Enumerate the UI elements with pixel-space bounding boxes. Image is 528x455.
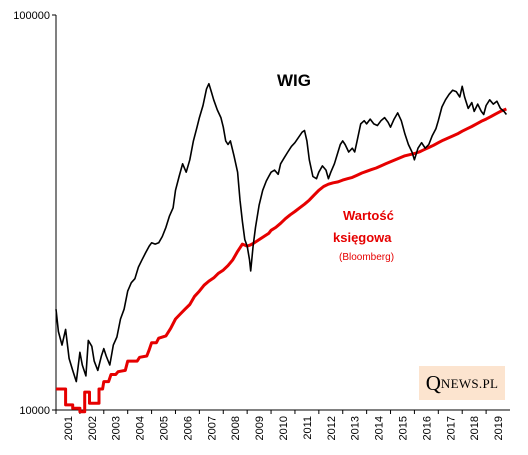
x-tick-label: 2013	[350, 416, 362, 440]
x-tick-label: 2015	[397, 416, 409, 440]
x-tick-label: 2001	[63, 416, 75, 440]
qnews-logo: Q NEWS.PL	[419, 366, 505, 400]
x-tick-label: 2006	[182, 416, 194, 440]
x-tick-label: 2010	[278, 416, 290, 440]
series-lines	[55, 82, 508, 414]
y-tick-label: 10000	[19, 405, 50, 417]
x-tick-label: 2011	[302, 416, 314, 440]
wig-line	[55, 82, 508, 383]
wig-series-label: WIG	[277, 71, 311, 90]
x-tick-label: 2005	[159, 416, 171, 440]
y-axis-labels: 100000 10000	[13, 10, 56, 417]
x-tick-label: 2012	[326, 416, 338, 440]
x-tick-label: 2016	[421, 416, 433, 440]
x-axis-labels: 2001 2002 2003 2004 2005 2006 2007 2008 2009 2010…	[55, 410, 505, 440]
logo-wordmark: NEWS.PL	[440, 375, 499, 391]
x-tick-label: 2018	[469, 416, 481, 440]
x-tick-label: 2014	[374, 416, 386, 440]
x-tick-label: 2017	[445, 416, 457, 440]
x-tick-label: 2003	[111, 416, 123, 440]
book-value-line	[56, 107, 507, 414]
x-tick-label: 2008	[230, 416, 242, 440]
logo-letter-q: Q	[425, 370, 441, 395]
x-tick-label: 2009	[254, 416, 266, 440]
x-tick-label: 2007	[206, 416, 218, 440]
x-tick-label: 2004	[135, 416, 147, 440]
y-tick-label: 100000	[13, 10, 50, 22]
x-tick-label: 2019	[493, 416, 505, 440]
plot-area	[55, 15, 510, 411]
book-value-label-line2: księgowa	[333, 230, 392, 245]
book-value-label-line1: Wartość	[343, 208, 394, 223]
x-tick-label: 2002	[87, 416, 99, 440]
book-value-source-label: (Bloomberg)	[339, 252, 394, 263]
